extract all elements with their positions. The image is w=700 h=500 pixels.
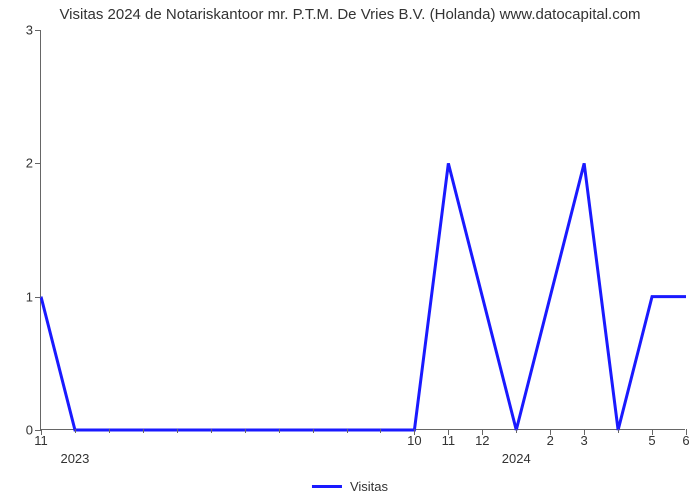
x-tick-label: 12 (475, 429, 489, 448)
x-tick-minor (279, 429, 280, 433)
x-category-label: 2023 (60, 429, 89, 466)
x-tick-minor (380, 429, 381, 433)
x-tick-minor (245, 429, 246, 433)
visits-line (41, 163, 686, 430)
x-tick-label: 5 (648, 429, 655, 448)
y-tick-label: 1 (26, 289, 41, 304)
x-tick-label: 6 (682, 429, 689, 448)
x-tick-minor (313, 429, 314, 433)
x-tick-minor (143, 429, 144, 433)
x-tick-minor (347, 429, 348, 433)
legend-label: Visitas (350, 479, 388, 494)
x-tick-minor (177, 429, 178, 433)
x-tick-minor (211, 429, 212, 433)
x-tick-label: 2 (547, 429, 554, 448)
x-tick-label: 10 (407, 429, 421, 448)
x-tick-label: 3 (581, 429, 588, 448)
x-tick-minor (618, 429, 619, 433)
chart-title: Visitas 2024 de Notariskantoor mr. P.T.M… (0, 0, 700, 23)
visits-chart: Visitas 2024 de Notariskantoor mr. P.T.M… (0, 0, 700, 500)
x-tick-label: 11 (442, 429, 456, 448)
x-tick-minor (109, 429, 110, 433)
legend-swatch (312, 485, 342, 488)
plot-area: 012311101112235620232024 (40, 30, 685, 430)
x-category-label: 2024 (502, 429, 531, 466)
y-tick-label: 2 (26, 156, 41, 171)
y-tick-label: 3 (26, 23, 41, 38)
x-tick-label: 11 (34, 429, 48, 448)
legend: Visitas (312, 479, 388, 494)
line-series (41, 30, 686, 430)
